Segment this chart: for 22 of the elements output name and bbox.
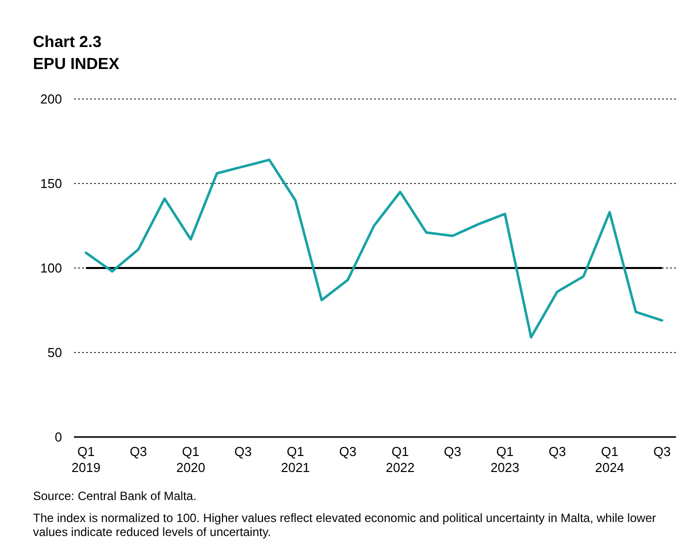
source-note: Source: Central Bank of Malta. (33, 489, 196, 503)
chart-subtitle: EPU INDEX (33, 56, 120, 73)
y-tick-label: 100 (40, 260, 62, 276)
x-tick-label: Q1 2021 (280, 444, 310, 475)
y-tick-label: 0 (54, 430, 62, 445)
x-tick-label: Q3 (234, 444, 252, 459)
x-tick-label: Q3 (548, 444, 566, 459)
x-tick-label: Q3 (444, 444, 462, 459)
x-tick-label: Q1 2022 (386, 444, 415, 475)
y-tick-label: 50 (48, 345, 62, 360)
x-tick-label: Q1 2019 (72, 444, 100, 475)
x-tick-label: Q3 (653, 444, 671, 459)
text: The index is normalized to 100. Higher values reflect elevated economic and political uncertainty in Malta, while lower values indicate reduced levels of uncertainty. (33, 511, 656, 539)
x-tick-label: Q1 2020 (176, 444, 206, 475)
x-tick-label: Q3 (130, 444, 148, 459)
x-tick-label: Q1 2023 (490, 444, 520, 475)
y-tick-label: 200 (40, 92, 62, 107)
x-tick-label: Q1 2024 (595, 444, 624, 475)
line-series (84, 158, 664, 339)
chart-title: Chart 2.3 (33, 34, 102, 51)
y-tick-label: 150 (40, 176, 62, 192)
x-tick-label: Q3 (339, 444, 356, 459)
